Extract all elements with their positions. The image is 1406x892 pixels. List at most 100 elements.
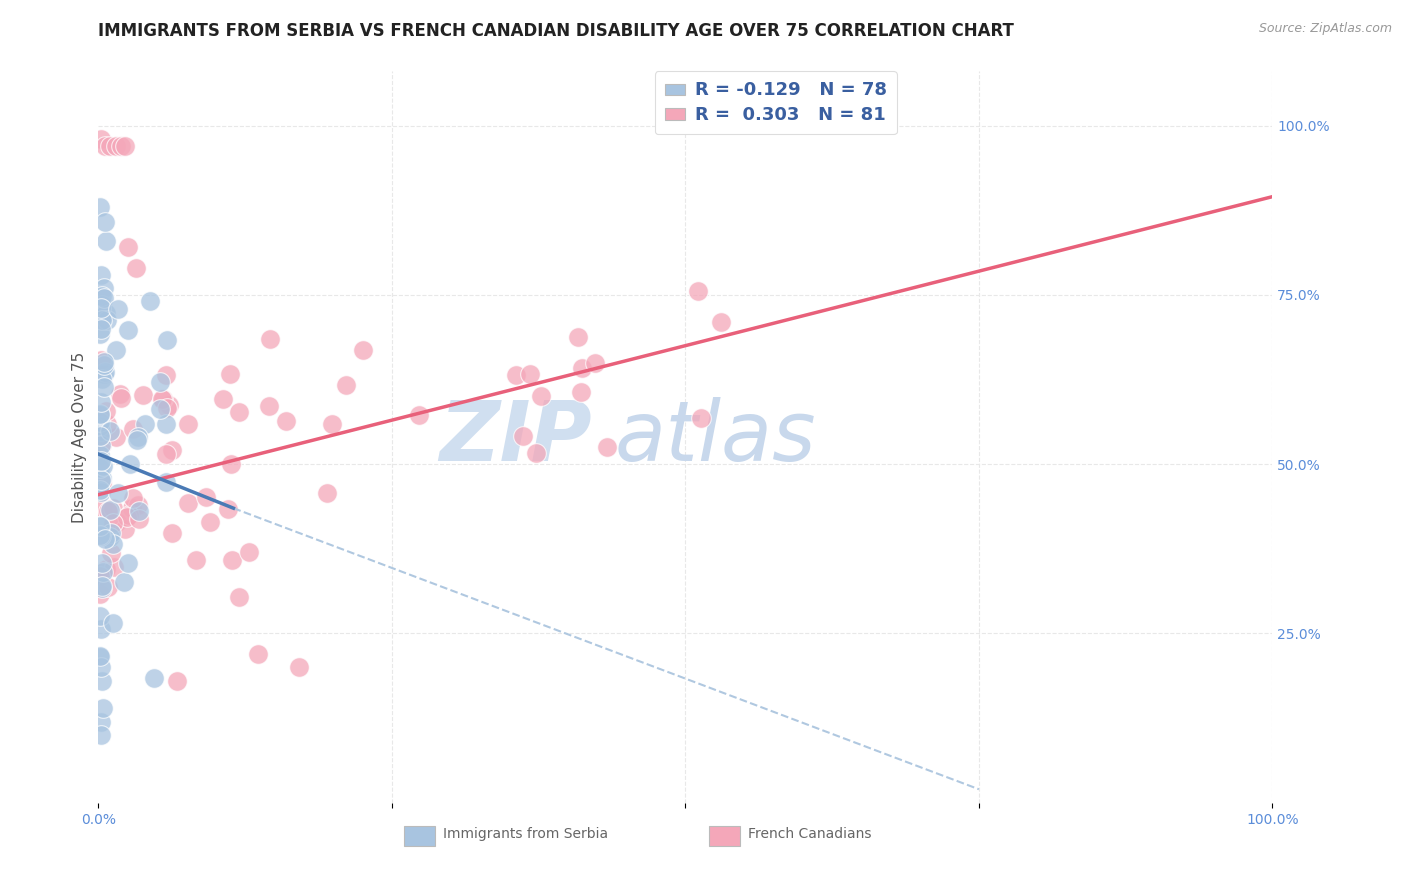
Point (94, 533, 117, 547)
Point (93, 291, 115, 305)
Point (104, 430, 127, 444)
Point (166, 673, 188, 688)
Point (107, 302, 129, 317)
Point (90, 728, 112, 742)
Point (93, 281, 115, 295)
Point (90, 132, 112, 146)
Point (127, 498, 149, 512)
Point (571, 360, 593, 375)
Point (97, 503, 120, 517)
Point (114, 522, 136, 536)
Point (238, 545, 260, 559)
Point (90, 557, 112, 571)
Point (198, 515, 221, 529)
Point (107, 486, 129, 500)
Point (94, 365, 117, 379)
Point (121, 501, 143, 516)
Point (134, 417, 156, 431)
Point (90, 470, 112, 484)
Point (121, 422, 143, 436)
Point (408, 409, 430, 423)
Point (118, 508, 141, 522)
Point (152, 392, 174, 406)
Point (90, 301, 112, 315)
Point (89, 429, 111, 443)
Text: ZIP: ZIP (439, 397, 592, 477)
Point (90, 476, 112, 491)
Point (89, 461, 111, 475)
Point (103, 615, 125, 630)
Point (90, 298, 112, 312)
Point (89, 518, 111, 533)
Point (90, 437, 112, 451)
Point (149, 375, 172, 389)
Point (91, 289, 114, 303)
Point (221, 553, 243, 567)
Point (94, 234, 117, 248)
Point (155, 447, 177, 461)
Point (352, 343, 374, 357)
Point (98, 139, 121, 153)
Point (90, 485, 112, 500)
Point (524, 446, 547, 460)
Point (105, 139, 128, 153)
Point (103, 500, 125, 515)
Point (156, 333, 179, 347)
Point (155, 475, 177, 489)
Point (110, 387, 132, 401)
Point (90, 438, 112, 452)
Point (91, 500, 114, 515)
Point (90, 660, 112, 674)
Point (530, 389, 553, 403)
Point (94, 215, 117, 229)
Point (689, 411, 711, 425)
Point (114, 139, 136, 153)
Point (583, 356, 606, 370)
Point (117, 240, 139, 254)
Point (90, 673, 112, 688)
Point (89, 448, 111, 462)
Point (155, 368, 177, 383)
Point (219, 458, 242, 472)
Point (96, 313, 118, 327)
Point (274, 414, 297, 428)
Point (89, 200, 111, 214)
Point (710, 316, 733, 330)
Point (688, 284, 710, 298)
Point (90, 372, 112, 386)
Point (177, 496, 200, 510)
Point (142, 671, 165, 685)
Point (595, 440, 617, 454)
Point (96, 404, 118, 418)
Point (93, 355, 115, 369)
Point (177, 417, 200, 432)
Point (512, 429, 534, 443)
Point (89, 326, 111, 341)
Point (132, 388, 155, 402)
Point (89, 608, 111, 623)
Point (90, 473, 112, 487)
Point (89, 483, 111, 498)
Point (120, 457, 142, 471)
Point (93, 368, 115, 382)
Point (93, 358, 115, 372)
Text: Immigrants from Serbia: Immigrants from Serbia (443, 827, 609, 841)
Point (148, 402, 170, 417)
Point (156, 401, 179, 415)
Point (105, 343, 128, 357)
Point (93, 380, 115, 394)
Point (505, 368, 527, 382)
Legend: R = -0.129   N = 78, R =  0.303   N = 81: R = -0.129 N = 78, R = 0.303 N = 81 (655, 71, 897, 134)
Y-axis label: Disability Age Over 75: Disability Age Over 75 (72, 351, 87, 523)
Point (93, 458, 115, 473)
Point (90, 622, 112, 636)
Point (96, 562, 118, 576)
Point (89, 587, 111, 601)
Point (90, 353, 112, 368)
Point (96, 417, 118, 431)
Point (246, 647, 269, 661)
Point (315, 486, 337, 500)
Point (89, 650, 111, 665)
Point (112, 574, 135, 589)
Point (257, 399, 280, 413)
